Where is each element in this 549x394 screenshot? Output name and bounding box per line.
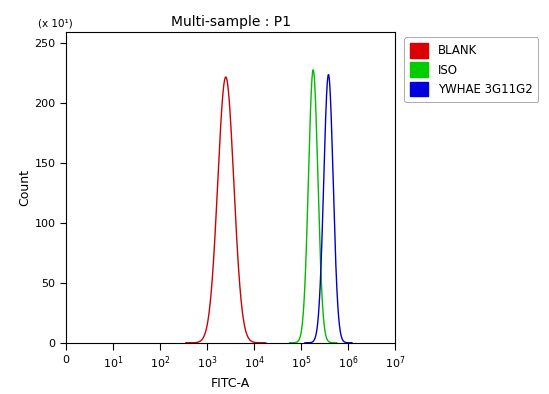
Text: (x 10¹): (x 10¹) [38,19,72,28]
X-axis label: FITC-A: FITC-A [211,377,250,390]
Legend: BLANK, ISO, YWHAE 3G11G2: BLANK, ISO, YWHAE 3G11G2 [405,37,538,102]
Y-axis label: Count: Count [19,169,31,206]
Title: Multi-sample : P1: Multi-sample : P1 [171,15,290,29]
